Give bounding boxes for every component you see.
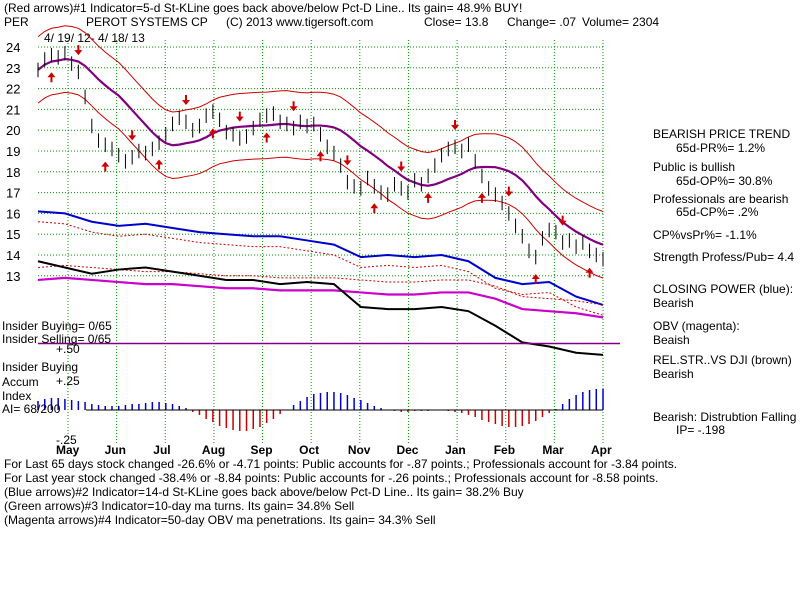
sell-arrow <box>128 130 137 141</box>
indicator-line-1: (Red arrows)#1 Indicator=5-d St-KLine go… <box>4 1 523 15</box>
x-axis-labels: May Jun Jul Aug Sep Oct Nov Dec Jan Feb Mar Apr <box>56 443 612 457</box>
strength-value: Strength Profess/Pub= 4.4 <box>653 250 795 264</box>
x-tick-label: Jul <box>153 443 170 457</box>
y-tick-label: 15 <box>6 227 20 242</box>
price-series <box>37 45 604 267</box>
upper-band <box>37 25 604 212</box>
x-tick-label: Nov <box>348 443 371 457</box>
ai-value: AI= 68/200 <box>2 402 61 416</box>
volume-value: Volume= 2304 <box>582 15 660 29</box>
company-name: PEROT SYSTEMS CP <box>86 15 208 29</box>
change-value: Change= .07 <box>507 15 577 29</box>
sell-arrow <box>451 119 460 130</box>
relstr-value: Bearish <box>653 367 694 381</box>
signal-arrows <box>47 45 594 284</box>
y-axis-labels: 24 23 22 21 20 19 18 17 16 15 14 13 <box>6 40 20 284</box>
relstr-line <box>37 260 604 356</box>
sell-arrow <box>74 45 83 56</box>
indicator-lines <box>37 210 620 356</box>
y-tick-label: 17 <box>6 186 20 201</box>
obv-ma <box>37 264 604 306</box>
insider-buying-label: Insider Buying <box>2 360 79 374</box>
copyright: (C) 2013 www.tigersoft.com <box>226 15 374 29</box>
y-tick-label: 13 <box>6 269 20 284</box>
x-tick-label: Sep <box>251 443 273 457</box>
y-tick-label: 23 <box>6 61 20 76</box>
y-tick-label: 24 <box>6 40 20 55</box>
buy-arrow <box>47 72 56 83</box>
x-tick-label: Apr <box>591 443 612 457</box>
public-bullish: Public is bullish <box>653 160 736 174</box>
y-tick-label: 18 <box>6 165 20 180</box>
acc-label-plus50: +.50 <box>56 342 80 356</box>
y-tick-label: 21 <box>6 102 20 117</box>
obv-line <box>37 276 604 319</box>
accum-label: Accum <box>2 375 39 389</box>
relstr-label: REL.STR..VS DJI (brown) <box>653 353 792 367</box>
sell-arrow <box>235 111 244 122</box>
x-tick-label: May <box>56 443 80 457</box>
closing-power-ma <box>37 221 604 316</box>
x-tick-label: Dec <box>396 443 418 457</box>
buy-arrow <box>101 161 110 172</box>
pr-value: 65d-PR%= 1.2% <box>676 141 766 155</box>
insider-buying: Insider Buying= 0/65 <box>2 319 112 333</box>
closing-power-value: Bearish <box>653 296 694 310</box>
buy-arrow <box>477 192 486 203</box>
x-tick-label: Jun <box>105 443 126 457</box>
x-tick-label: Jan <box>445 443 466 457</box>
index-label: Index <box>2 389 32 403</box>
x-tick-label: Mar <box>542 443 564 457</box>
footer-line-2: For Last year stock changed -38.4% or -8… <box>4 471 659 485</box>
op-value: 65d-OP%= 30.8% <box>676 174 773 188</box>
moving-average <box>37 57 604 246</box>
obv-value: Beaish <box>653 333 690 347</box>
insider-selling: Insider Selling= 0/65 <box>2 332 112 346</box>
sell-arrow <box>343 155 352 166</box>
lower-band <box>37 91 604 279</box>
y-tick-label: 19 <box>6 144 20 159</box>
sell-arrow <box>558 215 567 226</box>
date-range: 4/ 19/ 12- 4/ 18/ 13 <box>44 31 145 45</box>
closing-power-label: CLOSING POWER (blue): <box>653 282 794 296</box>
footer-line-1: For Last 65 days stock changed -26.6% or… <box>4 457 678 471</box>
closing-power-line <box>37 210 604 306</box>
buy-arrow <box>262 132 271 143</box>
sell-arrow <box>504 186 513 197</box>
pros-bearish: Professionals are bearish <box>653 192 789 206</box>
buy-arrow <box>155 159 164 170</box>
footer-line-4: (Green arrows)#3 Indicator=10-day ma tur… <box>4 499 355 513</box>
accumulation-index <box>37 389 604 431</box>
sell-arrow <box>289 101 298 112</box>
cp-value: 65d-CP%= .2% <box>676 205 759 219</box>
distribution-label: Bearish: Distrubtion Falling <box>653 410 797 424</box>
x-tick-label: Oct <box>299 443 319 457</box>
cpvspr-value: CP%vsPr%= -1.1% <box>653 228 757 242</box>
acc-label-minus25: -.25 <box>56 433 77 447</box>
buy-arrow <box>531 273 540 284</box>
sell-arrow <box>397 161 406 172</box>
buy-arrow <box>208 128 217 139</box>
buy-arrow <box>370 203 379 214</box>
footer-line-5: (Magenta arrows)#4 Indicator=50-day OBV … <box>4 513 436 527</box>
y-tick-label: 20 <box>6 123 20 138</box>
close-value: Close= 13.8 <box>424 15 489 29</box>
symbol-label: PER <box>4 15 29 29</box>
x-tick-label: Aug <box>202 443 225 457</box>
sell-arrow <box>181 95 190 105</box>
acc-label-plus25: +.25 <box>56 374 80 388</box>
y-tick-label: 16 <box>6 206 20 221</box>
footer-line-3: (Blue arrows)#2 Indicator=14-d St-KLine … <box>4 485 524 499</box>
bearish-trend: BEARISH PRICE TREND <box>653 127 791 141</box>
buy-arrow <box>585 267 594 278</box>
buy-arrow <box>316 151 325 162</box>
y-tick-label: 22 <box>6 82 20 97</box>
buy-arrow <box>424 192 433 203</box>
x-tick-label: Feb <box>494 443 515 457</box>
obv-label: OBV (magenta): <box>653 319 740 333</box>
ip-value: IP= -.198 <box>676 423 726 437</box>
y-tick-label: 14 <box>6 248 20 263</box>
